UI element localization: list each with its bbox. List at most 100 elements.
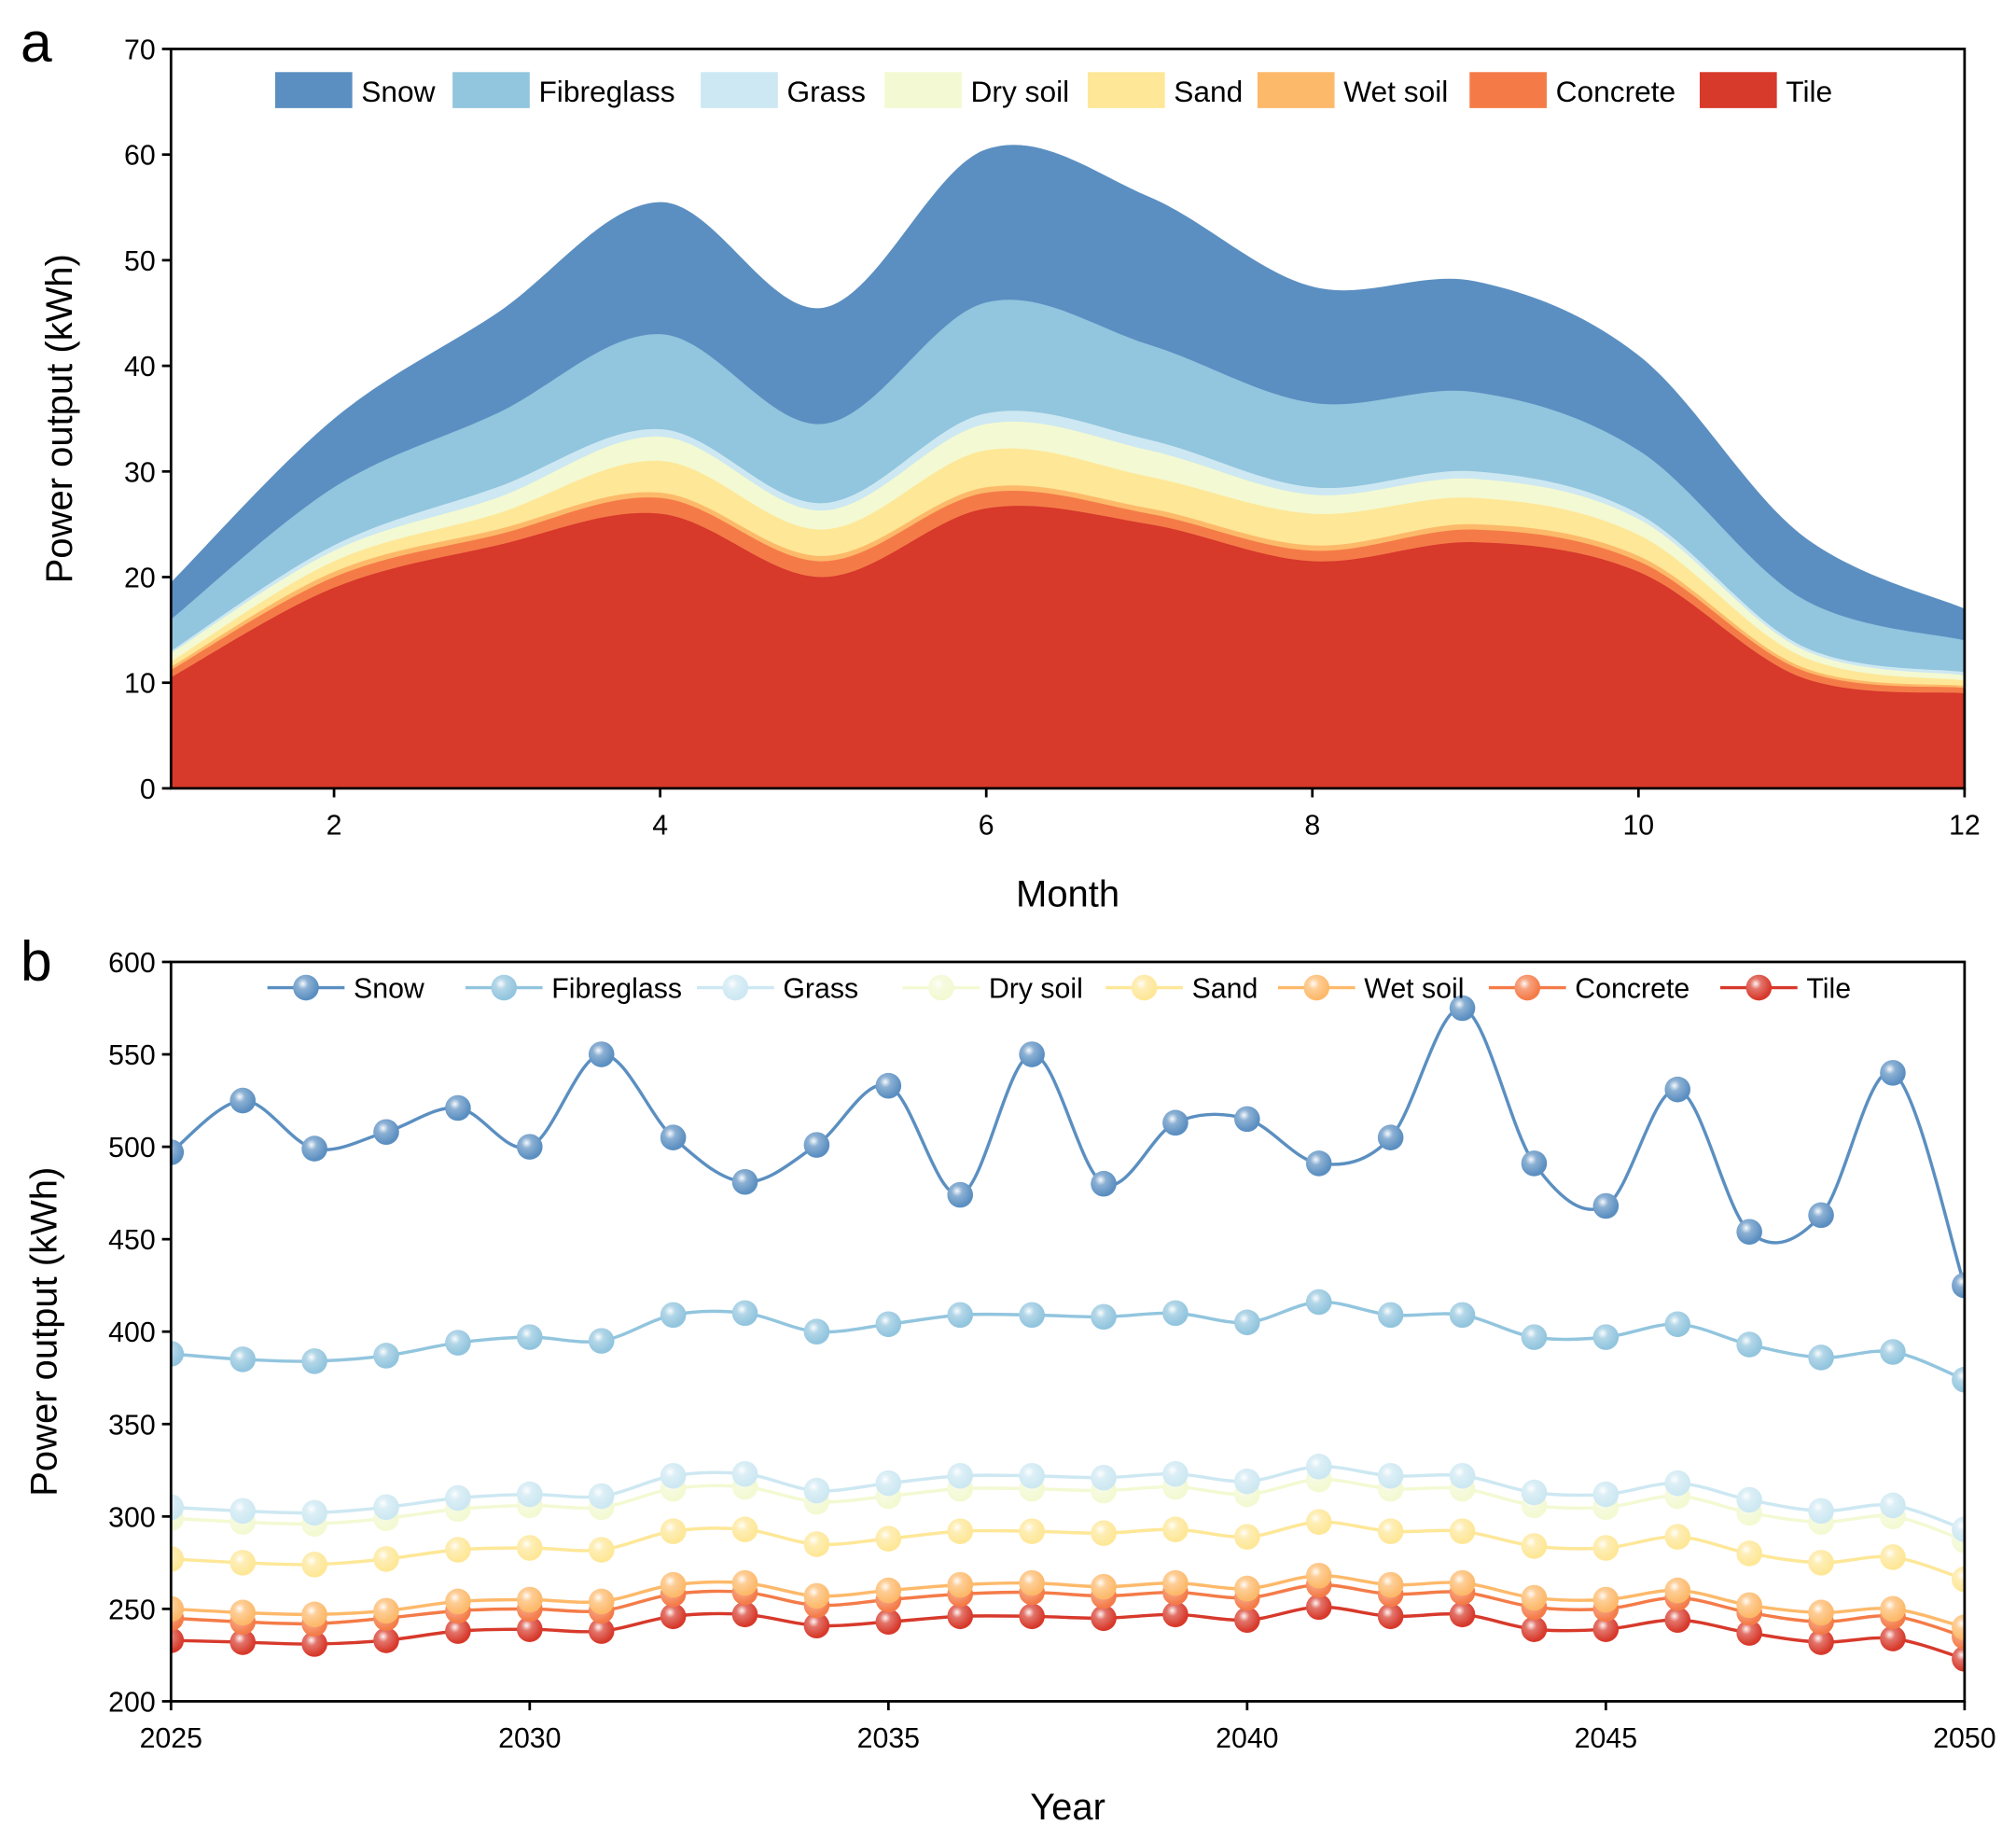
data-point-highlight <box>1234 1106 1260 1133</box>
legend-label: Concrete <box>1556 75 1676 108</box>
data-point-highlight <box>1305 1509 1332 1536</box>
data-point-highlight <box>1019 1041 1045 1067</box>
data-point-highlight <box>1736 1620 1762 1646</box>
data-point-highlight <box>803 1612 830 1638</box>
data-point-highlight <box>588 1041 615 1067</box>
panel-label: b <box>21 928 52 992</box>
data-point-highlight <box>229 1629 256 1655</box>
series-line <box>171 1006 1965 1287</box>
data-point-highlight <box>588 1483 615 1510</box>
legend-swatch <box>701 72 778 108</box>
legend-item: Wet soil <box>1277 974 1465 1005</box>
legend-marker-highlight <box>722 974 749 1001</box>
data-point-highlight <box>1736 1592 1762 1619</box>
data-point-highlight <box>1808 1550 1834 1576</box>
data-point-highlight <box>1808 1344 1834 1371</box>
legend-swatch <box>274 72 353 108</box>
data-point-highlight <box>171 1595 185 1623</box>
legend-item: Sand <box>1087 72 1243 108</box>
data-point-highlight <box>373 1627 399 1653</box>
x-tick-label: 4 <box>652 811 668 842</box>
data-point-highlight <box>373 1494 399 1521</box>
legend-item: Snow <box>274 72 436 108</box>
data-point-highlight <box>517 1616 543 1642</box>
legend-label: Wet soil <box>1343 75 1448 108</box>
data-point-highlight <box>1592 1481 1620 1508</box>
y-tick-label: 250 <box>108 1595 156 1625</box>
data-point-highlight <box>171 1494 185 1521</box>
data-point-highlight <box>517 1324 543 1350</box>
legend-swatch <box>452 72 530 108</box>
data-point-highlight <box>1808 1599 1834 1626</box>
data-point-highlight <box>1952 1614 1965 1640</box>
data-point-highlight <box>1664 1524 1691 1550</box>
y-tick-label: 450 <box>108 1225 156 1256</box>
data-point-highlight <box>301 1135 327 1162</box>
data-point-highlight <box>660 1603 687 1630</box>
data-point-highlight <box>445 1330 471 1356</box>
data-point-highlight <box>171 1627 185 1653</box>
data-point-highlight <box>1377 1124 1404 1150</box>
data-point-highlight <box>875 1577 902 1604</box>
panel-label: a <box>21 10 52 74</box>
data-point-highlight <box>660 1302 687 1329</box>
data-point-highlight <box>1736 1486 1762 1513</box>
legend-marker-highlight <box>928 974 954 1001</box>
y-tick-label: 0 <box>140 774 156 805</box>
data-point-highlight <box>1736 1331 1762 1358</box>
x-tick-label: 10 <box>1622 811 1654 842</box>
data-point-highlight <box>731 1601 758 1628</box>
y-axis-label: Power output (kWh) <box>39 254 80 583</box>
legend-marker-highlight <box>1303 974 1330 1001</box>
y-tick-label: 500 <box>108 1133 156 1163</box>
axes-a: 0 10 20 30 40 50 60 70 2 4 6 8 10 12 Month Power output… <box>21 10 1981 914</box>
data-point-highlight <box>947 1462 974 1489</box>
x-tick-label: 8 <box>1304 811 1320 842</box>
legend-marker-highlight <box>1745 974 1773 1001</box>
x-tick-label: 2035 <box>857 1723 920 1754</box>
legend-label: Fibreglass <box>551 974 682 1005</box>
legend-marker-highlight <box>491 974 518 1001</box>
data-point-highlight <box>947 1181 974 1208</box>
data-point-highlight <box>1162 1300 1189 1327</box>
data-point-highlight <box>1808 1629 1834 1655</box>
data-point-highlight <box>1091 1605 1117 1632</box>
y-tick-label: 10 <box>124 669 156 700</box>
data-point-highlight <box>1162 1569 1189 1596</box>
legend-label: Snow <box>361 75 435 108</box>
legend-item: Dry soil <box>902 974 1083 1005</box>
x-tick-label: 2040 <box>1216 1723 1278 1754</box>
data-point-highlight <box>1592 1535 1620 1561</box>
data-point-highlight <box>875 1311 902 1338</box>
data-point-highlight <box>301 1631 327 1657</box>
data-point-highlight <box>1880 1625 1906 1651</box>
data-point-highlight <box>171 1341 185 1367</box>
y-tick-label: 60 <box>124 141 156 172</box>
data-point-highlight <box>803 1531 830 1557</box>
x-tick-label: 2045 <box>1575 1723 1637 1754</box>
data-point-highlight <box>875 1470 902 1497</box>
data-point-highlight <box>1736 1219 1762 1246</box>
series-line <box>171 1520 1965 1581</box>
legend-item: Grass <box>696 974 858 1005</box>
y-tick-label: 20 <box>124 564 156 594</box>
data-point-highlight <box>1664 1607 1691 1634</box>
legend-swatch <box>1257 72 1335 108</box>
legend-item: Concrete <box>1488 974 1689 1005</box>
x-tick-label: 2030 <box>498 1723 561 1754</box>
data-point-highlight <box>1521 1533 1548 1559</box>
legend-item: Grass <box>701 72 866 108</box>
data-point-highlight <box>1019 1462 1045 1489</box>
data-point-highlight <box>1664 1311 1691 1338</box>
data-point-highlight <box>660 1462 687 1489</box>
data-point-highlight <box>445 1618 471 1644</box>
data-point-highlight <box>1377 1571 1404 1598</box>
legend-label: Dry soil <box>971 75 1070 108</box>
y-axis-label: Power output (kWh) <box>24 1167 65 1497</box>
data-point-highlight <box>1019 1302 1045 1329</box>
series-sand <box>171 1509 1965 1593</box>
line-series <box>171 995 1965 1672</box>
data-point-highlight <box>1305 1289 1332 1316</box>
data-point-highlight <box>1449 1569 1476 1596</box>
data-point-highlight <box>1521 1584 1548 1611</box>
